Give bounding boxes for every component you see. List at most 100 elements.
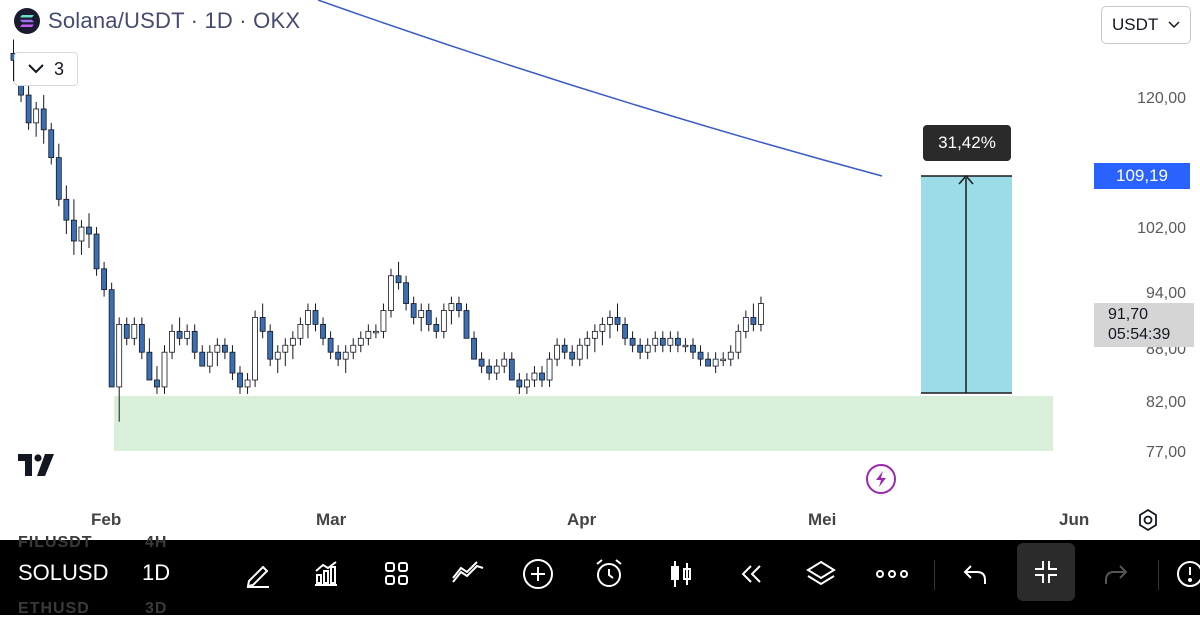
candle-body [599,323,606,332]
price-axis-label: 82,00 [1145,394,1186,411]
candle-body [403,282,410,304]
alert-icon[interactable] [1170,554,1200,594]
candle-body [184,330,191,339]
candle-body [312,310,319,325]
pencil-icon[interactable] [238,554,278,594]
candle-body [297,323,304,339]
undo-icon[interactable] [955,554,995,594]
candle-body [116,323,123,388]
measure-arrow-head [958,174,974,185]
indicator-count: 3 [53,58,64,79]
candle-body [614,317,621,325]
candle-body [735,330,742,353]
last-price-tag: 91,70 05:54:39 [1094,303,1194,347]
candle-body [546,358,553,381]
candle-body [524,379,530,388]
redo-icon[interactable] [1096,554,1136,594]
candle-body [244,379,251,388]
add-icon[interactable] [518,554,558,594]
candle-body [712,358,719,367]
time-axis-label: Mar [316,510,347,529]
candle-body [569,351,576,360]
symbol-button[interactable]: SOLUSD [18,560,109,585]
candle-body [463,310,470,339]
candle-body [622,323,628,339]
symbol-title[interactable]: Solana/USDT · 1D · OKX [48,8,301,33]
trend-icon[interactable] [448,554,488,594]
candle-body [410,303,417,318]
candle-body [531,372,538,381]
candle-body [176,330,183,339]
candle-body [576,344,583,360]
candle-body [342,351,349,360]
candle-body [199,351,206,367]
lightning-icon[interactable] [866,464,896,494]
candle-body [433,323,440,332]
candle-body [206,351,213,367]
solana-logo-icon [14,8,40,34]
support-zone[interactable] [114,396,1053,451]
candle-body [682,344,689,348]
last-price: 91,70 [1108,306,1149,323]
candle-body [221,344,228,353]
bottom-toolbar: FILUSDT 4H ETHUSD 3D SOLUSD 1D [0,534,1200,617]
candle-body [584,337,591,346]
candle-body [607,317,613,325]
chevron-down-icon [1168,21,1180,29]
candle-icon[interactable] [661,554,701,594]
settings-icon[interactable] [1136,508,1160,537]
candle-body [388,275,394,311]
candle-body [380,310,387,332]
time-axis-label: Feb [91,510,122,529]
indicator-toggle[interactable]: 3 [14,52,78,86]
candle-body [456,303,462,311]
candle-body [169,330,175,353]
candle-body [357,337,364,346]
candle-body [63,198,70,221]
candle-body [448,303,455,311]
candle-body [591,330,598,339]
alarm-icon[interactable] [589,554,629,594]
collapse-icon[interactable] [1017,543,1075,601]
candle-body [486,365,493,374]
candle-body [335,351,342,360]
candle-body [471,337,477,360]
ghost-symbol: FILUSDT [18,534,93,551]
candle-body [629,337,636,346]
candle-body [644,344,651,353]
candle-body [350,344,357,353]
moving-average-line [317,0,883,177]
candle-body [675,337,681,346]
candle-body [705,358,711,367]
toolbar-divider [1158,560,1159,590]
candle-body [40,108,47,131]
chart-canvas[interactable] [0,0,1200,540]
indicators-icon[interactable] [306,554,346,594]
candle-body [101,268,107,291]
candle-body [154,379,160,388]
tradingview-logo-icon[interactable] [18,454,64,483]
time-axis-label: Mei [808,510,837,529]
interval-button[interactable]: 1D [142,560,171,585]
candle-body [146,351,153,381]
candle-body [282,344,289,353]
candle-body [25,94,32,124]
layers-icon[interactable] [801,554,841,594]
candle-body [561,344,568,353]
ghost-interval: 3D [145,600,168,617]
candle-body [418,310,425,318]
more-icon[interactable] [872,554,912,594]
replay-icon[interactable] [731,554,771,594]
candle-body [55,157,62,200]
measure-percent-label: 31,42% [923,125,1011,161]
toolbar-divider [934,560,935,590]
candlestick-series [10,39,764,422]
candle-body [539,372,545,381]
candle-body [259,317,266,332]
candle-body [425,310,432,325]
price-axis-label: 77,00 [1145,444,1186,461]
grid-icon[interactable] [377,554,417,594]
ghost-interval: 4H [145,534,168,551]
currency-select[interactable]: USDT [1101,6,1191,44]
candle-body [516,379,523,388]
